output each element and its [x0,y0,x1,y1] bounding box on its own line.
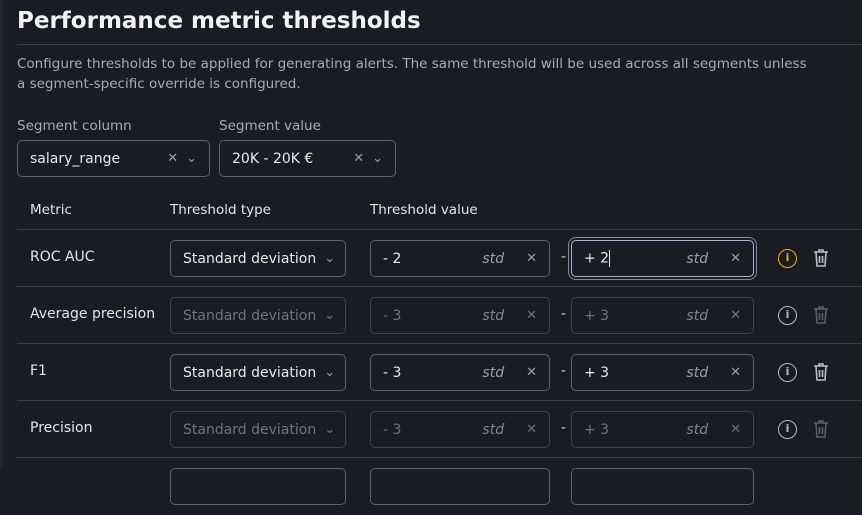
metric-name: Average precision [30,306,156,322]
segment-value-select[interactable]: 20K - 20K € ✕ ⌄ [219,140,396,177]
table-row: ROC AUC Standard deviation ⌄ - 2 std ✕ - + … [17,230,862,287]
min-threshold-value: - 2 [383,250,402,267]
min-threshold-input[interactable] [370,468,550,505]
table-row: Average precision Standard deviation ⌄ - … [17,287,862,344]
unit-label: std [482,307,505,324]
chevron-down-icon[interactable]: ⌄ [372,151,383,166]
info-icon[interactable]: i [778,363,797,382]
threshold-type-value: Standard deviation [183,364,317,381]
max-threshold-input[interactable]: + 2 std ✕ [571,240,754,277]
unit-label: std [482,421,505,438]
chevron-down-icon: ⌄ [324,251,336,266]
threshold-type-select[interactable]: Standard deviation ⌄ [170,240,346,277]
clear-icon[interactable]: ✕ [526,308,537,323]
description: Configure thresholds to be applied for g… [17,56,807,92]
threshold-type-select[interactable]: Standard deviation ⌄ [170,411,346,448]
min-threshold-input[interactable]: - 3 std ✕ [370,354,550,391]
threshold-type-value: Standard deviation [183,250,317,267]
segment-column-label: Segment column [17,118,132,134]
trash-icon[interactable] [813,248,829,268]
left-border [0,0,3,469]
unit-label: std [686,307,709,324]
info-icon[interactable]: i [778,420,797,439]
chevron-down-icon: ⌄ [324,422,336,437]
threshold-type-select[interactable] [170,468,346,505]
min-threshold-value: - 3 [383,364,402,381]
max-threshold-input[interactable]: + 3 std ✕ [571,354,754,391]
segment-value-value: 20K - 20K € [232,150,314,167]
header-divider [17,229,862,230]
row-divider [17,286,862,287]
row-divider [17,343,862,344]
metric-name: Precision [30,420,93,436]
clear-icon[interactable]: ✕ [730,308,741,323]
trash-icon[interactable] [813,362,829,382]
range-separator: - [561,363,567,379]
row-divider [17,400,862,401]
clear-icon[interactable]: ✕ [353,151,365,166]
clear-icon[interactable]: ✕ [526,251,537,266]
segment-column-select[interactable]: salary_range ✕ ⌄ [17,140,210,177]
clear-icon[interactable]: ✕ [526,365,537,380]
min-threshold-value: - 3 [383,307,402,324]
trash-icon[interactable] [813,419,829,439]
range-separator: - [561,306,567,322]
chevron-down-icon[interactable]: ⌄ [186,151,197,166]
min-threshold-input[interactable]: - 2 std ✕ [370,240,550,277]
min-threshold-input[interactable]: - 3 std ✕ [370,411,550,448]
header-threshold-value: Threshold value [370,202,478,218]
unit-label: std [686,421,709,438]
threshold-type-value: Standard deviation [183,421,317,438]
max-threshold-value: + 2 [584,250,610,267]
unit-label: std [686,364,709,381]
min-threshold-value: - 3 [383,421,402,438]
clear-icon[interactable]: ✕ [526,422,537,437]
min-threshold-input[interactable]: - 3 std ✕ [370,297,550,334]
clear-icon[interactable]: ✕ [730,365,741,380]
header-threshold-type: Threshold type [170,202,271,218]
info-icon[interactable]: i [778,306,797,325]
threshold-type-select[interactable]: Standard deviation ⌄ [170,354,346,391]
page-title: Performance metric thresholds [17,8,421,34]
unit-label: std [482,250,505,267]
max-threshold-value: + 3 [584,364,610,381]
trash-icon[interactable] [813,305,829,325]
text-caret [609,250,611,267]
clear-icon[interactable]: ✕ [730,251,741,266]
chevron-down-icon: ⌄ [324,308,336,323]
max-threshold-value: + 3 [584,307,610,324]
clear-icon[interactable]: ✕ [730,422,741,437]
segment-value-label: Segment value [219,118,321,134]
header-metric: Metric [30,202,72,218]
segment-column-value: salary_range [30,150,121,167]
max-threshold-input[interactable] [571,468,754,505]
table-row [17,458,862,515]
max-threshold-input[interactable]: + 3 std ✕ [571,411,754,448]
info-icon[interactable]: i [778,249,797,268]
table-row: Precision Standard deviation ⌄ - 3 std ✕ - … [17,401,862,458]
metric-name: F1 [30,363,47,379]
unit-label: std [686,250,709,267]
chevron-down-icon: ⌄ [324,365,336,380]
row-divider [17,457,862,458]
range-separator: - [561,420,567,436]
threshold-type-select[interactable]: Standard deviation ⌄ [170,297,346,334]
range-separator: - [561,249,567,265]
metric-name: ROC AUC [30,249,95,265]
table-row: F1 Standard deviation ⌄ - 3 std ✕ - + 3 std ✕… [17,344,862,401]
unit-label: std [482,364,505,381]
clear-icon[interactable]: ✕ [167,151,179,166]
divider [17,44,862,45]
max-threshold-value: + 3 [584,421,610,438]
threshold-type-value: Standard deviation [183,307,317,324]
max-threshold-input[interactable]: + 3 std ✕ [571,297,754,334]
